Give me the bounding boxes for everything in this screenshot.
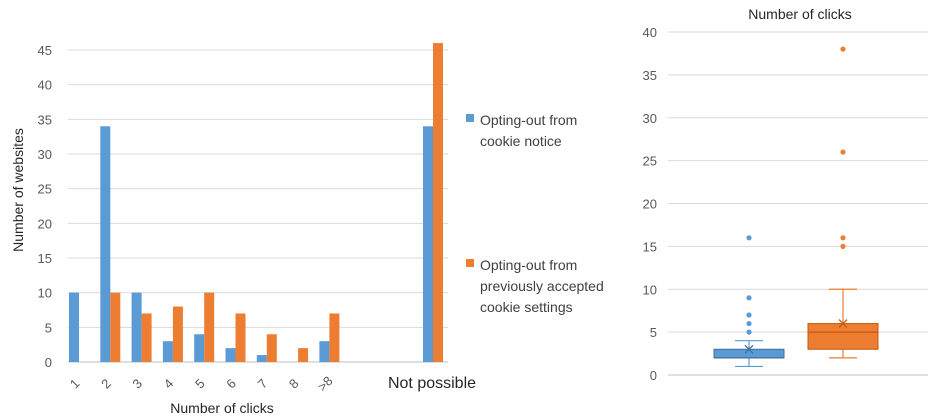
box-1: [713, 235, 785, 368]
bar-previous-7: [266, 334, 277, 362]
box-y-tick-label: 0: [650, 368, 657, 383]
box-iqr: [807, 323, 879, 350]
bar-x-tick-label: 1: [67, 376, 83, 392]
bar-x-tick-label: 7: [255, 376, 271, 392]
bar-y-tick-label: 40: [38, 78, 52, 93]
bar-x-tick-label: 5: [192, 376, 208, 392]
bar-x-tick-label: >8: [315, 373, 336, 394]
bar-y-tick-labels: 0 5 10 15 20 25 30 35 40 45: [38, 43, 52, 370]
box-mean-marker: [744, 344, 754, 354]
bar-x-tick-label: 4: [161, 376, 177, 392]
box-y-tick-label: 5: [650, 325, 657, 340]
bar-y-tick-label: 20: [38, 216, 52, 231]
box-plot: Number of clicks 0 5 10 15 20 25 30 35 40: [643, 6, 928, 383]
box-outlier-point: [746, 312, 752, 318]
box-y-tick-label: 25: [643, 154, 657, 169]
bar-notice-5: [194, 334, 205, 362]
box-outlier-point: [840, 46, 846, 52]
bar-previous-8: [298, 348, 309, 362]
bar-x-tick-label: 3: [129, 376, 145, 392]
bar-previous-9: [329, 313, 340, 362]
bar-y-axis-label: Number of websites: [10, 128, 26, 252]
legend-entry-text: Opting-out from: [480, 112, 577, 128]
bar-notice-6: [225, 348, 236, 362]
box-outlier-point: [746, 295, 752, 301]
bar-y-tick-label: 35: [38, 112, 52, 127]
bar-previous-4: [172, 306, 183, 362]
legend-swatch: [466, 259, 474, 267]
bar-y-tick-label: 45: [38, 43, 52, 58]
box-mean-marker: [838, 319, 848, 329]
bar-notice-7: [256, 355, 267, 362]
bar-notice-not-possible: [423, 126, 433, 363]
bar-x-tick-label-not-possible: Not possible: [388, 375, 476, 392]
box-marks: [713, 46, 879, 368]
box-plot-title: Number of clicks: [748, 6, 851, 22]
box-grid: [668, 31, 928, 376]
bar-x-axis-label: Number of clicks: [170, 400, 273, 416]
bar-grid: [68, 49, 448, 363]
box-y-tick-label: 30: [643, 111, 657, 126]
box-outlier-point: [840, 243, 846, 249]
bar-previous-2: [110, 292, 121, 362]
box-y-tick-label: 15: [643, 239, 657, 254]
bar-notice-2: [100, 126, 111, 363]
box-y-tick-label: 35: [643, 68, 657, 83]
bar-x-tick-label: 8: [286, 376, 302, 392]
box-outlier-point: [840, 149, 846, 155]
legend-swatch: [466, 114, 474, 122]
bar-legend: Opting-out from cookie notice Opting-out f…: [466, 112, 604, 315]
bar-y-tick-label: 10: [38, 286, 52, 301]
box-iqr: [713, 348, 785, 359]
legend-entry-text: Opting-out from: [480, 257, 577, 273]
legend-entry-text: cookie notice: [480, 133, 562, 149]
bar-y-tick-label: 25: [38, 182, 52, 197]
legend-entry-text: cookie settings: [480, 299, 573, 315]
bar-y-tick-label: 0: [45, 355, 52, 370]
bar-series-bars: [69, 43, 443, 363]
box-outlier-point: [746, 235, 752, 241]
box-outlier-point: [746, 329, 752, 335]
bar-previous-not-possible: [433, 43, 443, 363]
box-y-tick-label: 10: [643, 282, 657, 297]
bar-previous-6: [235, 313, 246, 362]
bar-notice-3: [131, 292, 142, 362]
box-2: [807, 46, 879, 359]
box-y-tick-label: 40: [643, 25, 657, 40]
bar-y-tick-label: 5: [45, 320, 52, 335]
legend-entry-text: previously accepted: [480, 278, 604, 294]
bar-y-tick-label: 15: [38, 251, 52, 266]
bar-previous-3: [141, 313, 152, 362]
bar-x-tick-labels: 1 2 3 4 5 6 7 8 >8: [67, 373, 336, 394]
box-outlier-point: [746, 320, 752, 327]
bar-notice-4: [162, 341, 173, 362]
bar-notice-1: [69, 292, 79, 362]
box-y-tick-label: 20: [643, 197, 657, 212]
bar-previous-5: [204, 292, 215, 362]
bar-x-tick-label: 6: [223, 376, 239, 392]
bar-notice-9: [319, 341, 330, 362]
bar-x-tick-label: 2: [98, 376, 114, 392]
box-y-tick-labels: 0 5 10 15 20 25 30 35 40: [643, 25, 657, 383]
bar-y-tick-label: 30: [38, 147, 52, 162]
box-outlier-point: [840, 235, 846, 241]
